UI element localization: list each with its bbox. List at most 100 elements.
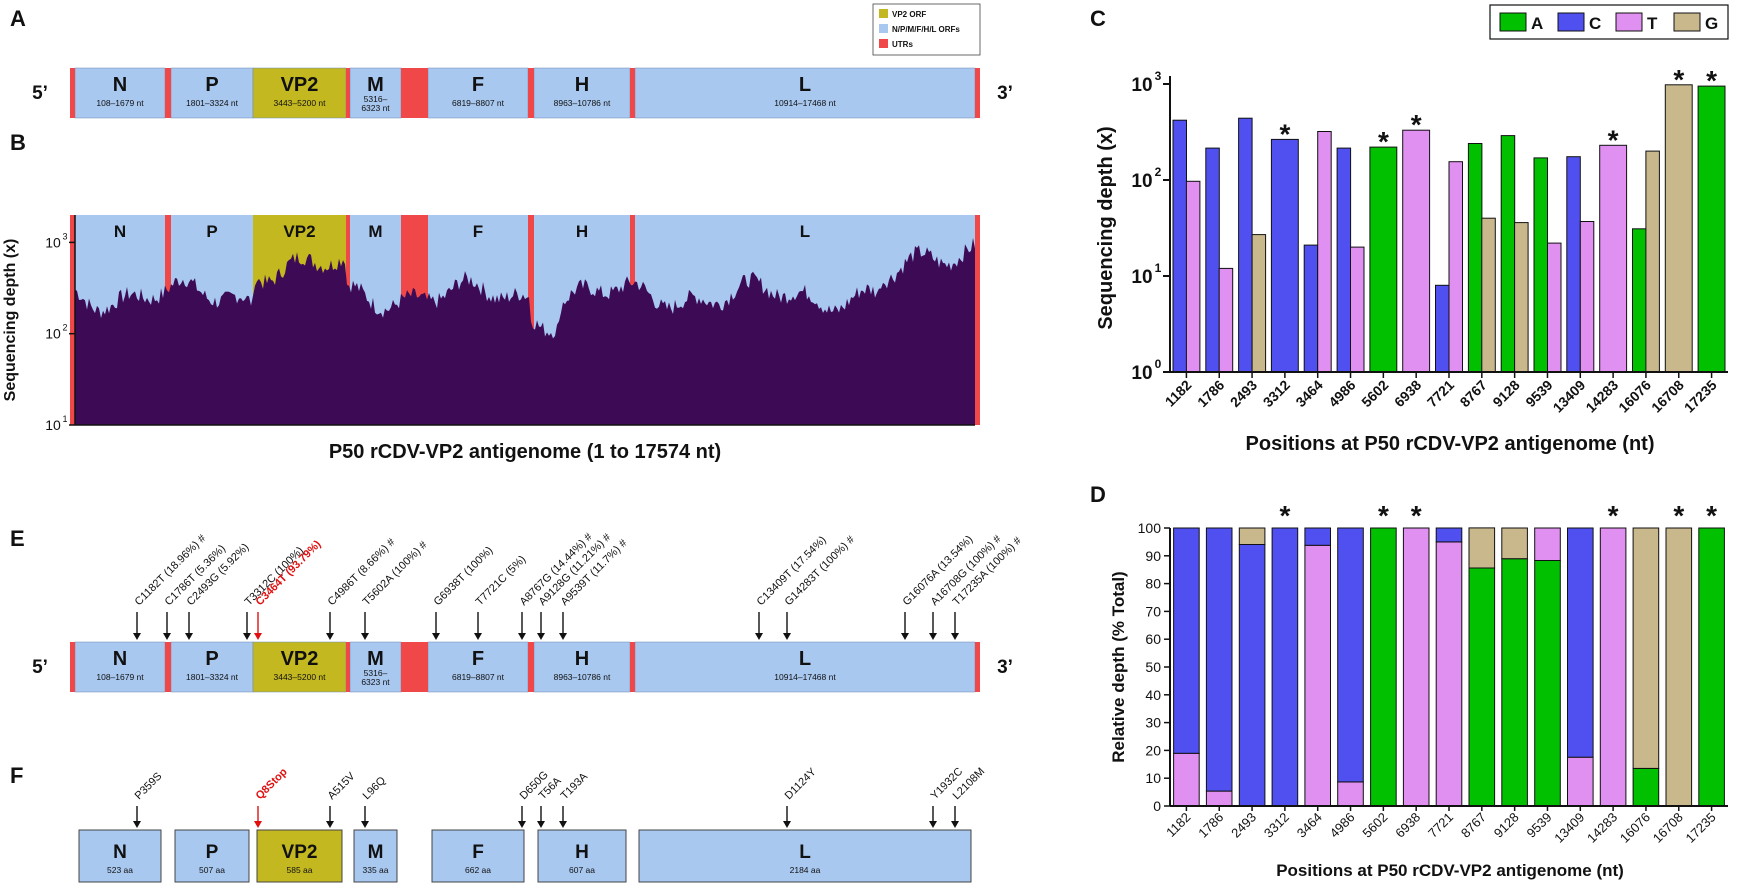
d-bar-4986-T	[1337, 781, 1364, 807]
b-ytick-label-1: 10	[45, 417, 61, 433]
d-bar-5602-A	[1370, 527, 1397, 807]
e-mutation-arrow-9-head	[518, 633, 526, 640]
c-bar-4986-C	[1336, 147, 1352, 373]
e-mutation-label-3: T3312C (100%)	[243, 545, 306, 608]
e-utr-4	[528, 642, 534, 692]
b-ytick-exp-3: 3	[62, 231, 67, 241]
d-xtick-label-4986: 4986	[1327, 810, 1358, 841]
f-mutation-arrow-5-head	[537, 821, 545, 828]
d-bar-8767-G	[1468, 527, 1496, 569]
d-xtick-label-9539: 9539	[1524, 810, 1555, 841]
c-xtick-label-14283: 14283	[1582, 377, 1621, 416]
a-gene-m-range-2: 6323 nt	[361, 103, 390, 113]
c-xtick-label-7721: 7721	[1424, 377, 1457, 410]
d-xtick-label-5602: 5602	[1359, 810, 1390, 841]
d-bar-9539-A	[1534, 560, 1561, 807]
d-xtick-label-7721: 7721	[1425, 810, 1456, 841]
e-mutation-arrow-15-head	[929, 633, 937, 640]
d-xtick-label-16708: 16708	[1650, 810, 1686, 846]
e-mutation-label-4: C3464T (93.79%)	[254, 538, 324, 608]
c-legend-label-T: T	[1647, 14, 1658, 33]
e-gene-f-segment	[427, 641, 529, 693]
c-bar-1182-T	[1185, 180, 1201, 373]
d-asterisk-14283: *	[1608, 500, 1619, 531]
d-bar-9539-T	[1534, 527, 1561, 561]
e-gene-m-range-1: 5316–	[364, 668, 388, 678]
c-bar-3464-T	[1317, 131, 1332, 373]
a-gene-n-segment	[74, 67, 166, 119]
e-mutation-label-6: T5602A (100%) #	[361, 538, 431, 608]
d-bar-7721-C	[1435, 527, 1463, 543]
c-bar-13409-T	[1579, 221, 1595, 373]
d-ytick-label-80: 80	[1145, 576, 1161, 592]
d-bar-3464-C	[1304, 527, 1332, 546]
c-bar-1786-C	[1205, 147, 1220, 373]
f-protein-vp2-label: VP2	[282, 842, 318, 863]
d-bar-16076-A	[1632, 767, 1660, 807]
f-mutation-label-3: L96Q	[361, 774, 389, 802]
e-utr-3	[401, 642, 428, 692]
panel-c: C 1182 1786 2493 * 3312 3464 4986 * 5602 * 6938 7721…	[1090, 4, 1729, 455]
d-asterisk-6938: *	[1411, 500, 1422, 531]
c-xtick-label-16076: 16076	[1615, 377, 1654, 416]
c-bar-13409-C	[1566, 156, 1581, 373]
c-bar-9128-A	[1500, 135, 1516, 373]
e-mutation-arrow-14-head	[901, 633, 909, 640]
c-bar-9539-T	[1547, 242, 1562, 373]
c-ytick-label-1: 10	[1131, 267, 1152, 288]
d-bar-6938-T	[1402, 527, 1430, 807]
c-xtick-label-9128: 9128	[1489, 377, 1522, 410]
f-mutation-arrow-0-head	[133, 821, 141, 828]
a-gene-p-segment	[170, 67, 254, 119]
b-ytick-exp-2: 2	[62, 323, 67, 333]
b-gene-label-vp2: VP2	[283, 222, 315, 241]
c-bar-8767-A	[1467, 143, 1483, 373]
d-ytick-label-10: 10	[1145, 770, 1161, 786]
d-ytick-label-50: 50	[1145, 659, 1161, 675]
d-x-axis-title: Positions at P50 rCDV-VP2 antigenome (nt…	[1276, 861, 1624, 880]
d-xtick-label-14283: 14283	[1584, 810, 1620, 846]
c-bar-17235-A	[1697, 85, 1726, 373]
e-utr-0	[70, 642, 75, 692]
d-bar-9128-A	[1501, 558, 1528, 807]
c-bar-14283-T	[1599, 144, 1628, 373]
b-y-axis-title: Sequencing depth (x)	[2, 239, 19, 402]
f-protein-p	[174, 829, 250, 883]
a-gene-f-segment	[427, 67, 529, 119]
d-bar-13409-C	[1567, 527, 1594, 758]
f-protein-m-label: M	[368, 842, 384, 863]
f-mutation-label-1: Q8Stop	[254, 766, 290, 802]
f-mutation-arrow-2-head	[326, 821, 334, 828]
a-gene-m-label: M	[367, 74, 384, 96]
d-bar-7721-T	[1435, 541, 1463, 807]
c-bar-5602-A	[1369, 146, 1398, 373]
f-mutation-arrow-8-head	[929, 821, 937, 828]
e-gene-h-range: 8963–10786 nt	[554, 672, 611, 682]
a-gene-m-segment	[349, 67, 402, 119]
a-utr-5	[630, 68, 635, 118]
d-asterisk-5602: *	[1378, 500, 1389, 531]
e-end-3: 3’	[997, 657, 1013, 678]
d-ytick-label-30: 30	[1145, 715, 1161, 731]
c-xtick-label-5602: 5602	[1358, 377, 1391, 410]
c-x-axis-title: Positions at P50 rCDV-VP2 antigenome (nt…	[1246, 433, 1655, 455]
d-ytick-label-0: 0	[1153, 798, 1161, 814]
d-bar-16708-G	[1665, 527, 1693, 807]
a-gene-p-range: 1801–3324 nt	[186, 98, 239, 108]
b-ytick-exp-1: 1	[62, 414, 67, 424]
e-gene-l-range: 10914–17468 nt	[774, 672, 836, 682]
f-protein-f-label: F	[472, 842, 484, 863]
c-bar-4986-T	[1350, 246, 1365, 373]
c-ytick-exp-1: 1	[1155, 261, 1162, 275]
c-bar-2493-G	[1251, 234, 1267, 373]
f-protein-p-label: P	[206, 842, 219, 863]
d-xtick-label-17235: 17235	[1683, 810, 1719, 846]
c-asterisk-6938: *	[1411, 109, 1422, 140]
d-bar-8767-A	[1468, 567, 1496, 807]
d-ytick-label-40: 40	[1145, 687, 1161, 703]
panel-f: F N 523 aa P 507 aa VP2 585 aa M 335 aa F 662 aa H 6…	[10, 763, 987, 883]
c-legend-label-A: A	[1531, 14, 1543, 33]
e-gene-h-segment	[533, 641, 631, 693]
a-legend-swatch-1	[879, 24, 888, 33]
